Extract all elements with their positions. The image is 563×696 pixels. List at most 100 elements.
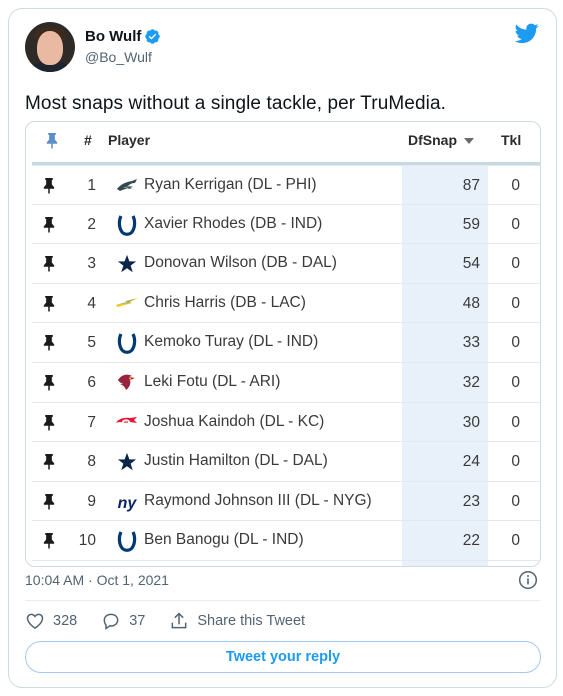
tkl-cell: 0: [511, 532, 520, 550]
rank-cell: 10: [78, 532, 96, 550]
rank-cell: 7: [87, 413, 96, 431]
table-row: 9 ny Raymond Johnson III (DL - NYG) 23 0: [32, 482, 540, 522]
table-row: 4 Chris Harris (DB - LAC) 48 0: [32, 284, 540, 324]
player-cell: Joshua Kaindoh (DL - KC): [144, 412, 325, 430]
tkl-cell: 0: [511, 453, 520, 471]
avatar[interactable]: [25, 22, 75, 72]
pin-icon[interactable]: [42, 414, 56, 431]
dfsnap-cell: 22: [462, 532, 480, 550]
pin-icon[interactable]: [42, 374, 56, 391]
table-header: # Player DfSnap Tkl: [26, 122, 540, 162]
cardinals-logo-icon: [115, 371, 139, 395]
rank-cell: 5: [87, 334, 96, 352]
dfsnap-cell: 32: [462, 373, 480, 391]
colts-horseshoe-logo-icon: [115, 529, 139, 553]
tweet-card: Bo Wulf @Bo_Wulf Most snaps without a si…: [8, 8, 557, 688]
tkl-cell: 0: [511, 215, 520, 233]
display-name[interactable]: Bo Wulf: [85, 28, 142, 45]
share-icon: [171, 612, 187, 629]
dfsnap-cell: 30: [462, 413, 480, 431]
dfsnap-cell: 59: [462, 215, 480, 233]
timestamp[interactable]: 10:04 AM · Oct 1, 2021: [25, 572, 169, 588]
dfsnap-cell: 33: [462, 334, 480, 352]
header-tkl: Tkl: [501, 132, 522, 148]
dfsnap-cell: 87: [462, 177, 480, 194]
pin-icon[interactable]: [42, 295, 56, 312]
player-cell: Leki Fotu (DL - ARI): [144, 372, 281, 390]
like-button[interactable]: 328: [25, 611, 77, 631]
like-count: 328: [53, 613, 78, 629]
table-row: 2 Xavier Rhodes (DB - IND) 59 0: [32, 205, 540, 245]
player-cell: Donovan Wilson (DB - DAL): [144, 254, 337, 272]
pin-icon[interactable]: [42, 493, 56, 510]
handle[interactable]: @Bo_Wulf: [85, 49, 152, 65]
player-cell: Chris Harris (DB - LAC): [144, 293, 306, 311]
pin-icon[interactable]: [42, 532, 56, 550]
reply-button[interactable]: 37: [101, 611, 145, 631]
cowboys-star-logo-icon: [115, 252, 139, 276]
info-icon[interactable]: [518, 570, 538, 590]
table-row: 6 Leki Fotu (DL - ARI) 32 0: [32, 363, 540, 403]
verified-badge-icon: [145, 29, 161, 44]
tkl-cell: 0: [511, 413, 520, 431]
dfsnap-cell: 23: [462, 492, 480, 510]
share-button[interactable]: Share this Tweet: [169, 611, 305, 631]
tkl-cell: 0: [511, 255, 520, 273]
header-dfsnap: DfSnap: [408, 132, 457, 148]
rank-cell: 8: [87, 453, 96, 471]
tkl-cell: 0: [511, 334, 520, 352]
player-cell: Kemoko Turay (DL - IND): [144, 333, 319, 351]
rank-cell: 2: [87, 215, 96, 233]
rank-cell: 4: [87, 294, 96, 312]
dfsnap-column-highlight: [402, 165, 488, 566]
tweet-your-reply-button[interactable]: Tweet your reply: [25, 641, 541, 673]
player-cell: Ben Banogu (DL - IND): [144, 531, 304, 549]
pin-icon[interactable]: [42, 216, 56, 233]
pin-icon[interactable]: [42, 177, 56, 194]
colts-horseshoe-logo-icon: [115, 331, 139, 355]
pin-icon[interactable]: [42, 334, 56, 352]
svg-text:ny: ny: [118, 495, 138, 512]
rank-cell: 9: [87, 492, 96, 510]
cowboys-star-logo-icon: [115, 450, 139, 474]
tkl-cell: 0: [511, 294, 520, 312]
sort-desc-icon: [464, 138, 474, 144]
table-row: 1 Ryan Kerrigan (DL - PHI) 87 0: [32, 165, 540, 205]
share-label: Share this Tweet: [197, 613, 306, 629]
pin-icon[interactable]: [42, 453, 56, 471]
rank-cell: 1: [87, 177, 96, 194]
table-row: 5 Kemoko Turay (DL - IND) 33 0: [32, 323, 540, 363]
table-row: 10 Ben Banogu (DL - IND) 22 0: [32, 521, 540, 561]
tkl-cell: 0: [511, 373, 520, 391]
colts-horseshoe-logo-icon: [115, 213, 139, 237]
table-row: 3 Donovan Wilson (DB - DAL) 54 0: [32, 244, 540, 284]
player-cell: Justin Hamilton (DL - DAL): [144, 452, 328, 470]
rank-cell: 3: [87, 255, 96, 273]
twitter-bird-icon[interactable]: [515, 23, 539, 44]
header-underline: [32, 162, 540, 165]
eagles-logo-icon: [115, 174, 139, 198]
player-cell: Xavier Rhodes (DB - IND): [144, 214, 323, 232]
rank-cell: 6: [87, 373, 96, 391]
tweet-actions: 328 37 Share this Tweet: [25, 610, 329, 632]
author-name-row[interactable]: Bo Wulf: [85, 28, 161, 45]
dfsnap-cell: 24: [462, 453, 480, 471]
tkl-cell: 0: [511, 492, 520, 510]
chiefs-logo-icon: [115, 411, 139, 435]
giants-ny-logo-icon: ny: [115, 490, 139, 514]
divider: [25, 600, 540, 601]
header-rank: #: [84, 132, 92, 148]
pin-icon[interactable]: [42, 255, 56, 273]
table-body: 1 Ryan Kerrigan (DL - PHI) 87 0 2 Xavier Rhod…: [32, 165, 540, 561]
header-player: Player: [108, 132, 151, 148]
player-cell: Ryan Kerrigan (DL - PHI): [144, 176, 317, 193]
dfsnap-cell: 48: [462, 294, 480, 312]
table-row: 8 Justin Hamilton (DL - DAL) 24 0: [32, 442, 540, 482]
player-cell: Raymond Johnson III (DL - NYG): [144, 491, 372, 509]
header-pin-icon: [46, 132, 58, 149]
heart-icon: [26, 613, 44, 629]
dfsnap-cell: 54: [462, 255, 480, 273]
tkl-cell: 0: [511, 177, 520, 194]
stats-table-image[interactable]: # Player DfSnap Tkl 1 Ryan Kerrigan (DL -…: [25, 121, 541, 567]
table-row: 7 Joshua Kaindoh (DL - KC) 30 0: [32, 403, 540, 443]
